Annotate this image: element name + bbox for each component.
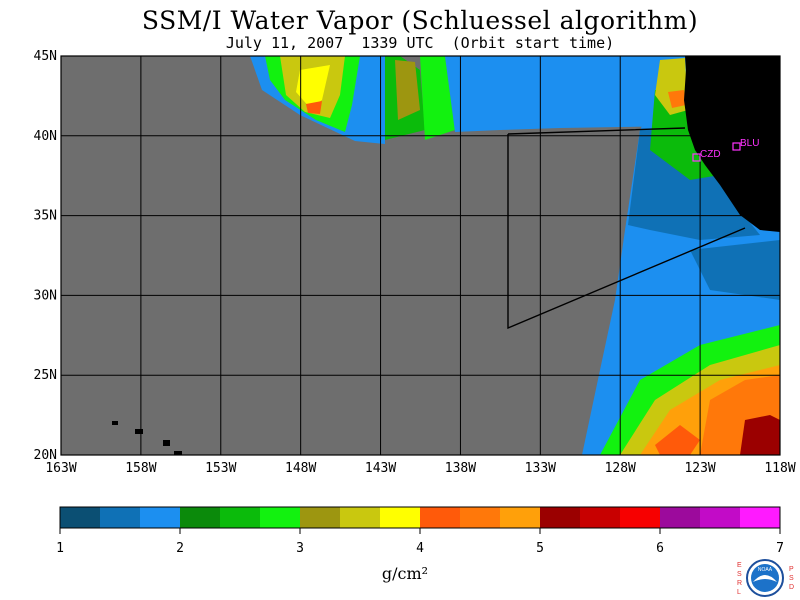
- x-tick-label: 163W: [45, 461, 76, 476]
- x-tick-label: 153W: [205, 461, 236, 476]
- station-czd-label: CZD: [700, 149, 721, 160]
- y-axis-labels: 45N 40N 35N 30N 25N 20N: [34, 49, 57, 463]
- x-tick-label: 118W: [764, 461, 795, 476]
- colorbar-swatch: [260, 507, 301, 528]
- colorbar-swatch: [180, 507, 221, 528]
- map-border: [60, 55, 781, 456]
- colorbar-tick-label: 5: [536, 541, 544, 556]
- colorbar-labels: 1 2 3 4 5 6 7: [56, 528, 784, 556]
- x-tick-label: 148W: [285, 461, 316, 476]
- colorbar: [59, 506, 781, 529]
- colorbar-swatch: [100, 507, 141, 528]
- north-america-land: [684, 56, 780, 232]
- y-tick-label: 40N: [34, 129, 57, 144]
- colorbar-swatch: [580, 507, 621, 528]
- logo-letter: S: [737, 571, 742, 578]
- hawaiian-islands: [112, 421, 182, 455]
- colorbar-swatch: [420, 507, 461, 528]
- station-markers: CZD BLU: [692, 138, 759, 162]
- graticule: [61, 56, 780, 455]
- noaa-seal-text: NOAA: [758, 567, 773, 573]
- flight-track: [507, 127, 746, 330]
- figure-title: SSM/I Water Vapor (Schluessel algorithm): [141, 6, 699, 35]
- logo-right-letters: PSD: [789, 566, 794, 591]
- colorbar-swatch: [460, 507, 501, 528]
- colorbar-swatch: [700, 507, 741, 528]
- logo-letter: R: [737, 580, 742, 587]
- logo-letter: S: [789, 575, 794, 582]
- northern-swath: [250, 56, 685, 144]
- colorbar-swatch: [660, 507, 701, 528]
- colorbar-swatch: [140, 507, 181, 528]
- y-tick-label: 35N: [34, 209, 57, 224]
- logo-letter: P: [789, 566, 794, 573]
- x-axis-labels: 163W 158W 153W 148W 143W 138W 133W 128W 123W 118W: [45, 461, 795, 476]
- station-blu-label: BLU: [740, 138, 759, 149]
- colorbar-swatch: [220, 507, 261, 528]
- colorbar-swatch: [740, 507, 781, 528]
- colorbar-tick-label: 1: [56, 541, 64, 556]
- x-tick-label: 123W: [684, 461, 715, 476]
- colorbar-unit: g/cm²: [381, 564, 429, 583]
- logo-letter: E: [737, 562, 742, 569]
- noaa-seal-gull: [753, 575, 777, 582]
- colorbar-swatch: [340, 507, 381, 528]
- colorbar-swatch: [380, 507, 421, 528]
- y-tick-label: 30N: [34, 288, 57, 303]
- colorbar-tick-label: 4: [416, 541, 424, 556]
- colorbar-tick-label: 3: [296, 541, 304, 556]
- station-czd-marker: [692, 153, 701, 162]
- x-tick-label: 133W: [525, 461, 556, 476]
- figure-subtitle: July 11, 2007 1339 UTC (Orbit start time…: [225, 34, 615, 52]
- colorbar-swatch: [540, 507, 581, 528]
- colorbar-swatch: [60, 507, 101, 528]
- station-blu-marker: [732, 142, 741, 151]
- x-tick-label: 128W: [605, 461, 636, 476]
- colorbar-tick-label: 7: [776, 541, 784, 556]
- colorbar-tick-label: 2: [176, 541, 184, 556]
- x-tick-label: 138W: [445, 461, 476, 476]
- x-tick-label: 158W: [125, 461, 156, 476]
- y-tick-label: 45N: [34, 49, 57, 64]
- colorbar-tick-label: 6: [656, 541, 664, 556]
- x-tick-label: 143W: [365, 461, 396, 476]
- colorbar-swatch: [300, 507, 341, 528]
- colorbar-swatch: [620, 507, 661, 528]
- map-layers: CZD BLU: [61, 56, 780, 455]
- logo-letter: D: [789, 584, 794, 591]
- y-tick-label: 25N: [34, 368, 57, 383]
- logo-letter: L: [737, 589, 741, 596]
- colorbar-swatch: [500, 507, 541, 528]
- y-tick-label: 20N: [34, 448, 57, 463]
